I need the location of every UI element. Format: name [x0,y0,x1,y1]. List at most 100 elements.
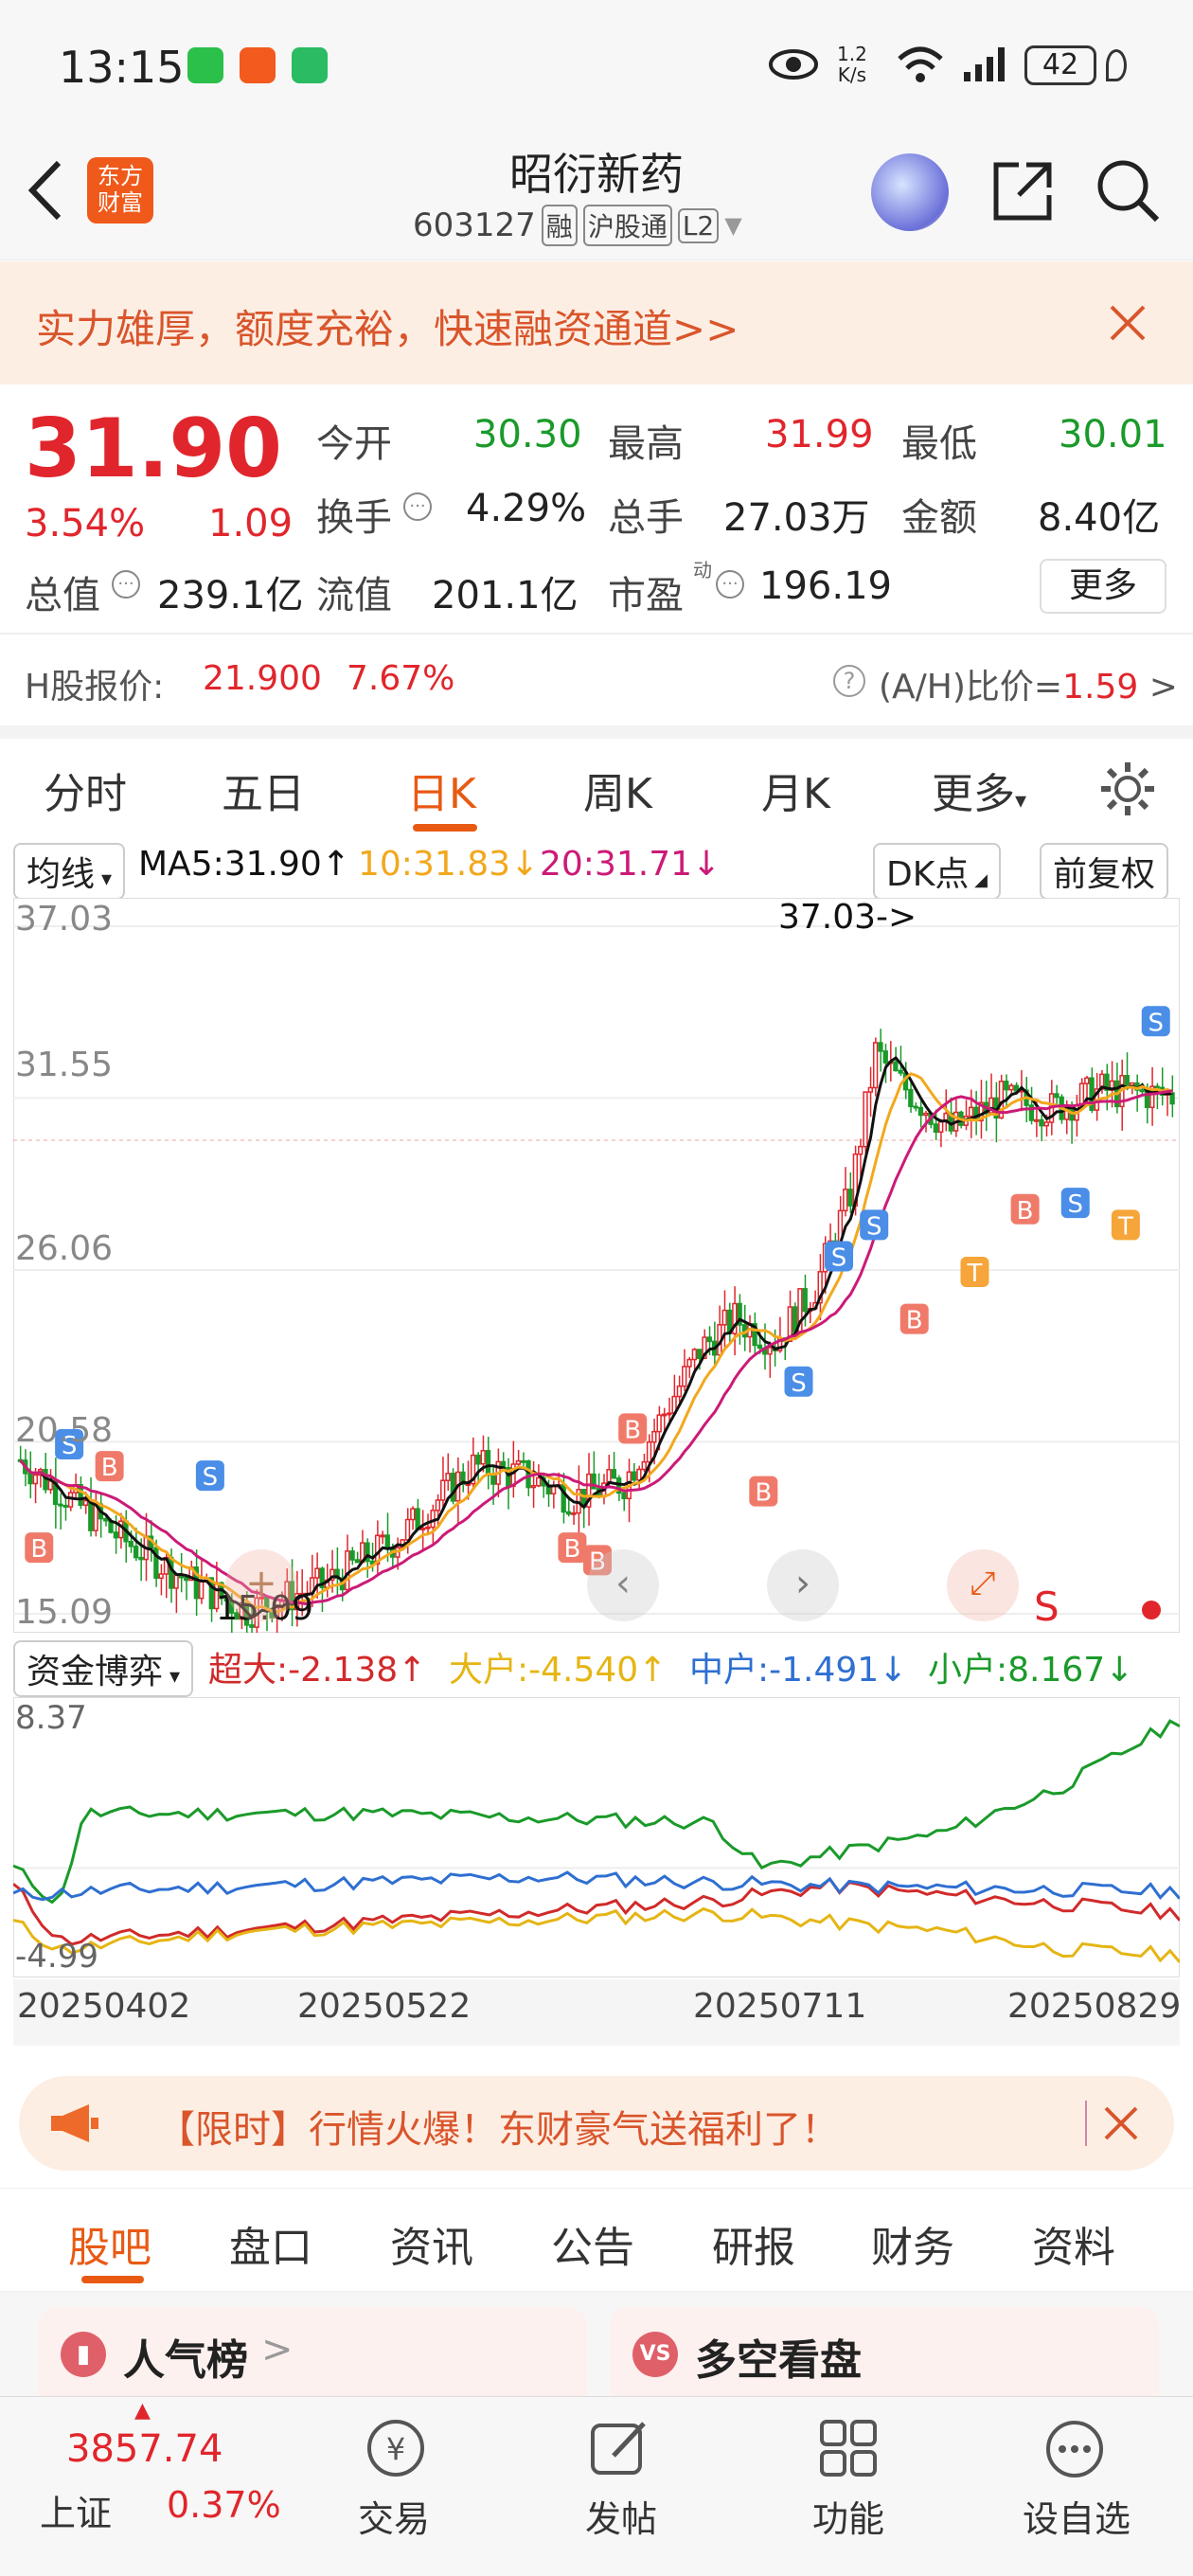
candle-body [802,1288,808,1313]
signal-s-icon[interactable]: S [1034,1583,1059,1630]
signal-marker-label: S [62,1432,78,1460]
ma-selector[interactable]: 均线 ▾ [13,843,126,900]
candle-body [706,1336,712,1343]
candle-body [1054,1093,1059,1099]
candle-body [847,1189,853,1207]
tab-five-day[interactable]: 五日 [222,770,305,818]
info-icon[interactable]: ··· [716,570,744,599]
share-icon[interactable] [990,159,1055,224]
small-investor-line [13,1719,1180,1905]
ai-assistant-icon[interactable] [871,153,949,231]
long-short-title[interactable]: 多空看盘 [695,2336,862,2385]
tab-monthly-k[interactable]: 月K [761,770,830,818]
tab-daily-k[interactable]: 日K [407,770,476,818]
ah-ratio[interactable]: (A/H)比价=1.59 > [879,668,1178,707]
candle-body [88,1499,94,1531]
tab-weekly-k[interactable]: 周K [583,770,652,818]
candle-body [345,1550,350,1591]
dropdown-icon[interactable]: ▼ [724,212,742,239]
high-label: 最高 [608,422,684,466]
edit-icon[interactable] [587,2416,653,2482]
iqiyi-icon [292,47,328,83]
candle-body [913,1105,918,1109]
signal-marker [860,1209,889,1241]
watchlist-label[interactable]: 设自选 [1023,2498,1131,2540]
close-icon[interactable] [1108,303,1148,343]
grid-icon[interactable] [816,2416,882,2482]
pe-value: 196.19 [759,564,892,608]
back-icon[interactable] [23,157,66,224]
ad-text[interactable]: 【限时】行情火爆！东财豪气送福利了！ [157,2108,839,2152]
candle-body [158,1573,164,1580]
scroll-right-button[interactable]: › [767,1549,839,1621]
wechat-icon [187,47,223,83]
h-share-price: 21.900 [203,659,322,698]
index-pct[interactable]: 0.37% [167,2484,281,2526]
more-circle-icon[interactable] [1042,2416,1108,2482]
candle-body [329,1568,335,1582]
index-name[interactable]: 上证 [40,2493,113,2534]
zoom-in-button[interactable]: + [225,1549,297,1621]
open-label: 今开 [316,422,392,466]
candle-body [78,1483,83,1507]
trade-label[interactable]: 交易 [358,2498,431,2540]
settings-icon[interactable] [1098,760,1157,818]
adjust-button[interactable]: 前复权 [1040,843,1169,900]
fund-flow-selector[interactable]: 资金博弈 ▾ [13,1640,194,1697]
dk-points-button[interactable]: DK点 ◢ [873,843,1001,900]
quote-panel: 31.90 3.54% 1.09 今开 30.30 最高 31.99 最低 30… [0,385,1193,725]
info-icon[interactable]: ··· [403,492,432,521]
signal-marker [583,1545,612,1576]
change-amount: 1.09 [208,502,294,546]
ma20-line [19,1089,1173,1606]
hgt-tag: 沪股通 [582,205,672,246]
chevron-right-icon: > [261,2328,294,2371]
tab-forum[interactable]: 股吧 [68,2224,151,2272]
tab-orderbook[interactable]: 盘口 [229,2224,312,2272]
candle-body [425,1526,431,1530]
candle-body [103,1517,109,1522]
ma10-line [19,1072,1174,1614]
candle-body [521,1459,526,1463]
turnover-label: 换手 [316,496,392,540]
tab-announcements[interactable]: 公告 [551,2224,634,2272]
signal-marker-label: B [101,1454,118,1482]
tab-profile[interactable]: 资料 [1032,2224,1115,2272]
date-label: 20250711 [693,1987,867,2026]
promo-text[interactable]: 实力雄厚，额度充裕，快速融资通道>> [36,306,739,352]
function-label[interactable]: 功能 [812,2498,885,2540]
fund-flow-chart[interactable] [13,1697,1180,1977]
popularity-title[interactable]: 人气榜 [123,2336,248,2385]
candle-body [767,1347,773,1355]
financing-promo-banner[interactable]: 实力雄厚，额度充裕，快速融资通道>> [0,261,1193,385]
candle-body [586,1473,592,1508]
super-large-legend: 超大:-2.138↑ [208,1651,427,1690]
candle-body [169,1556,174,1589]
low-label: 最低 [901,422,977,466]
post-label[interactable]: 发帖 [585,2498,658,2540]
fullscreen-icon[interactable]: ⤢ [947,1549,1019,1621]
info-icon[interactable]: ··· [112,570,140,599]
tab-more[interactable]: 更多▾ [932,770,1027,818]
period-tabs: 分时 五日 日K 周K 月K 更多▾ [0,725,1193,832]
tab-news[interactable]: 资讯 [390,2224,473,2272]
stock-code-row: 603127 融 沪股通 L2 ▼ [413,205,742,246]
pe-dynamic-mark: 动 [693,559,712,581]
scroll-left-button[interactable]: ‹ [587,1549,659,1621]
candle-body [1089,1077,1095,1111]
candle-body [415,1508,420,1530]
search-icon[interactable] [1095,157,1161,224]
candle-body [1154,1085,1160,1089]
more-button[interactable]: 更多 [1040,559,1166,614]
tab-financials[interactable]: 财务 [871,2224,954,2272]
index-value[interactable]: 3857.74 [66,2427,223,2471]
help-icon[interactable]: ? [833,665,865,697]
candle-body [938,1119,944,1134]
signal-marker [749,1476,778,1507]
promo-ad-banner[interactable]: 【限时】行情火爆！东财豪气送福利了！ [19,2076,1174,2171]
trade-icon[interactable]: ¥ [358,2416,439,2482]
tab-intraday[interactable]: 分时 [44,770,127,818]
close-icon[interactable] [1102,2104,1140,2142]
tab-research[interactable]: 研报 [712,2224,795,2272]
